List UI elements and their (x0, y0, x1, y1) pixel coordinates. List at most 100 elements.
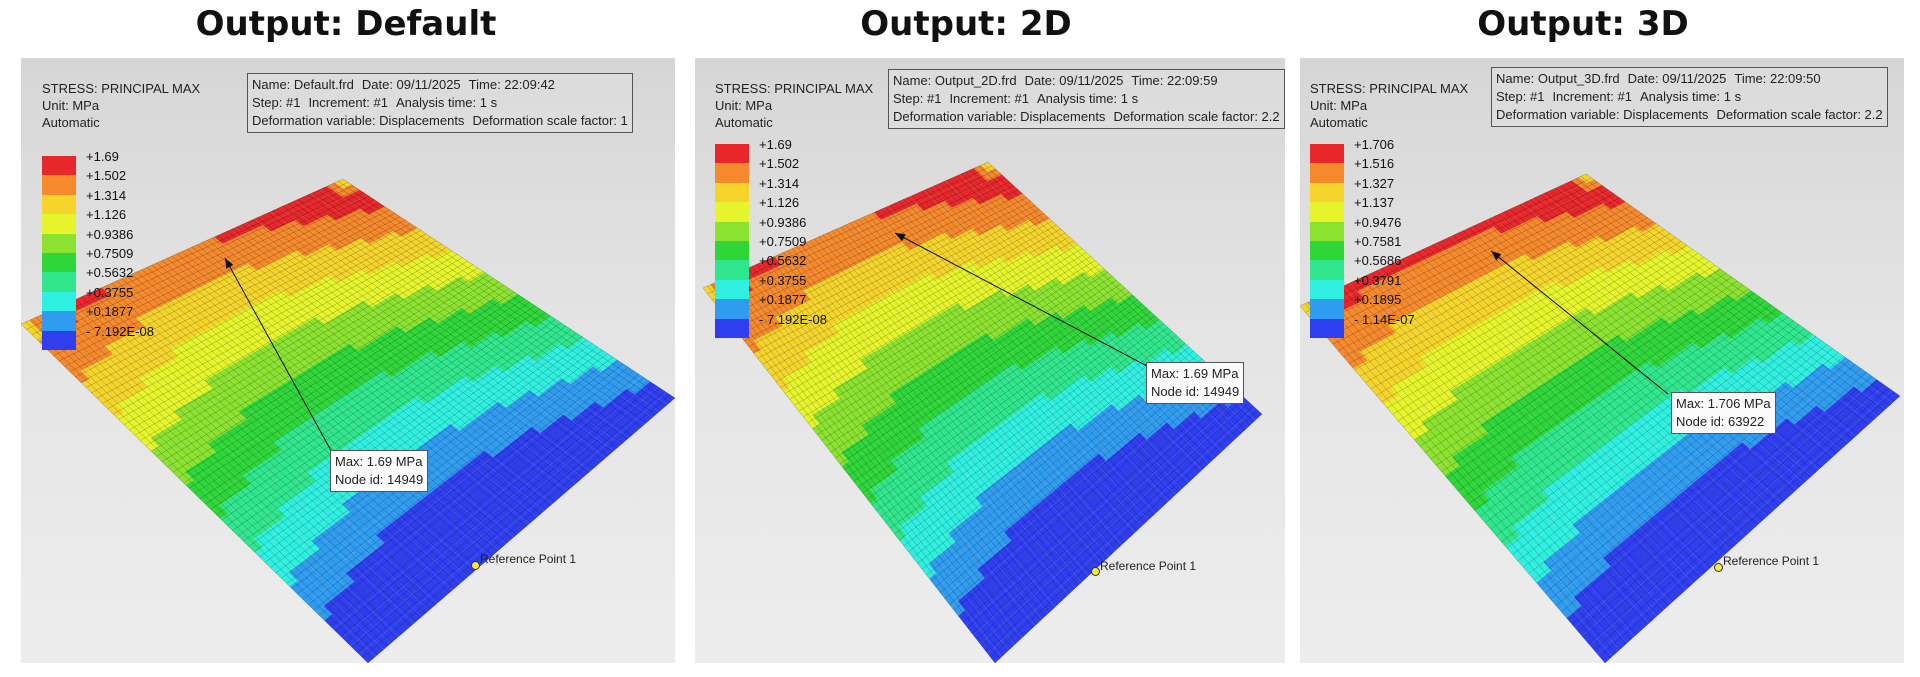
mesh-band-cell (789, 331, 804, 345)
mesh-band-cell (1055, 318, 1070, 331)
mesh-band-cell (1595, 203, 1611, 213)
mesh-band-cell (931, 376, 946, 389)
mesh-band-cell (469, 298, 486, 309)
mesh-band-cell (395, 267, 412, 278)
mesh-band-cell (1729, 515, 1745, 529)
mesh-band-cell (1839, 405, 1855, 418)
mesh-band-cell (1730, 333, 1746, 346)
mesh-band-cell (1353, 364, 1369, 378)
mesh-band-cell (302, 526, 320, 541)
mesh-band-cell (1639, 315, 1655, 327)
mesh-band-cell (1014, 223, 1029, 235)
legend-value: +0.3755 (759, 272, 807, 288)
mesh-band-cell (1364, 273, 1380, 285)
mesh-band-cell (266, 305, 283, 317)
mesh-band-cell (233, 449, 250, 463)
mesh-band-cell (571, 402, 588, 415)
mesh-band-cell (1003, 498, 1018, 513)
mesh-band-cell (1439, 306, 1454, 318)
mesh-band-cell (1561, 251, 1577, 263)
mesh-band-cell (338, 267, 355, 278)
mesh-band-cell (195, 368, 213, 381)
mesh-band-cell (117, 276, 135, 289)
mesh-band-cell (102, 307, 120, 319)
mesh-band-cell (1039, 540, 1054, 555)
mesh-band-cell (164, 398, 182, 412)
viewport-3d[interactable]: STRESS: PRINCIPAL MAX Unit: MPa Automati… (1300, 58, 1904, 663)
mesh-band-cell (1475, 298, 1491, 310)
mesh-band-cell (234, 476, 252, 490)
mesh-band-cell (788, 282, 803, 295)
mesh-band-cell (1105, 442, 1120, 456)
mesh-band-cell (1605, 228, 1620, 239)
mesh-band-cell (1444, 268, 1460, 280)
mesh-band-cell (581, 445, 598, 458)
mesh-band-cell (767, 304, 782, 318)
mesh-band-cell (287, 220, 304, 231)
mesh-band-cell (240, 431, 257, 445)
mesh-band-cell (336, 408, 353, 421)
mesh-band-cell (1434, 370, 1450, 383)
reference-point-marker (471, 561, 480, 570)
mesh-band-cell (1001, 635, 1015, 651)
mesh-band-cell (895, 220, 910, 232)
mesh-band-cell (909, 303, 924, 316)
mesh-band-cell (1496, 265, 1511, 276)
mesh-band-cell (1601, 495, 1617, 510)
viewport-default[interactable]: STRESS: PRINCIPAL MAX Unit: MPa Automati… (21, 58, 675, 663)
mesh-band-cell (817, 329, 832, 342)
mesh-band-cell (1071, 430, 1085, 444)
mesh-band-cell (1000, 343, 1015, 356)
mesh-band-cell (1111, 386, 1126, 399)
mesh-band-cell (866, 267, 881, 280)
mesh-band-cell (824, 300, 839, 314)
mesh-band-cell (873, 241, 888, 253)
mesh-band-cell (384, 211, 402, 222)
mesh-band-cell (1565, 199, 1581, 209)
mesh-band-cell (1085, 472, 1100, 486)
mesh-band-cell (1413, 395, 1428, 409)
mesh-band-cell (1076, 316, 1091, 328)
legend-value: +1.502 (86, 168, 127, 184)
mesh-band-cell (258, 310, 275, 322)
mesh-band-cell (222, 240, 240, 251)
mesh-band-cell (237, 381, 254, 395)
mesh-band-cell (358, 357, 375, 369)
mesh-band-cell (1616, 307, 1632, 319)
mesh-band-cell (483, 432, 501, 445)
mesh-band-cell (1598, 404, 1614, 417)
mesh-band-cell (987, 187, 1002, 198)
mesh-band-cell (602, 377, 619, 390)
mesh-band-cell (443, 575, 461, 591)
mesh-band-cell (1516, 396, 1532, 409)
mesh-band-cell (965, 329, 980, 342)
mesh-band-cell (1615, 457, 1631, 471)
mesh-band-cell (1558, 202, 1574, 212)
mesh-band-cell (1662, 544, 1678, 560)
mesh-band-cell (345, 428, 363, 441)
mesh-band-cell (979, 369, 994, 382)
mesh-band-cell (1730, 528, 1746, 543)
mesh-band-cell (1051, 487, 1066, 501)
mesh-band-cell (326, 377, 344, 390)
viewport-2d[interactable]: STRESS: PRINCIPAL MAX Unit: MPa Automati… (695, 58, 1285, 663)
mesh-band-cell (840, 393, 855, 408)
mesh-band-cell (501, 288, 518, 300)
mesh-band-cell (1188, 463, 1202, 477)
mesh-band-cell (366, 363, 384, 376)
mesh-band-cell (427, 435, 444, 448)
mesh-band-cell (1629, 266, 1645, 277)
mesh-band-cell (849, 470, 864, 485)
mesh-band-cell (916, 190, 931, 201)
mesh-band-cell (1118, 356, 1132, 369)
mesh-band-cell (463, 359, 481, 371)
mesh-band-cell (1522, 219, 1538, 230)
mesh-band-cell (832, 372, 847, 385)
mesh-band-cell (1034, 589, 1048, 605)
mesh-band-cell (1580, 555, 1596, 571)
mesh-band-cell (1522, 354, 1538, 367)
mesh-band-cell (1706, 493, 1722, 507)
mesh-band-cell (431, 513, 449, 527)
mesh-band-cell (951, 279, 966, 292)
mesh-band-cell (1043, 413, 1057, 427)
